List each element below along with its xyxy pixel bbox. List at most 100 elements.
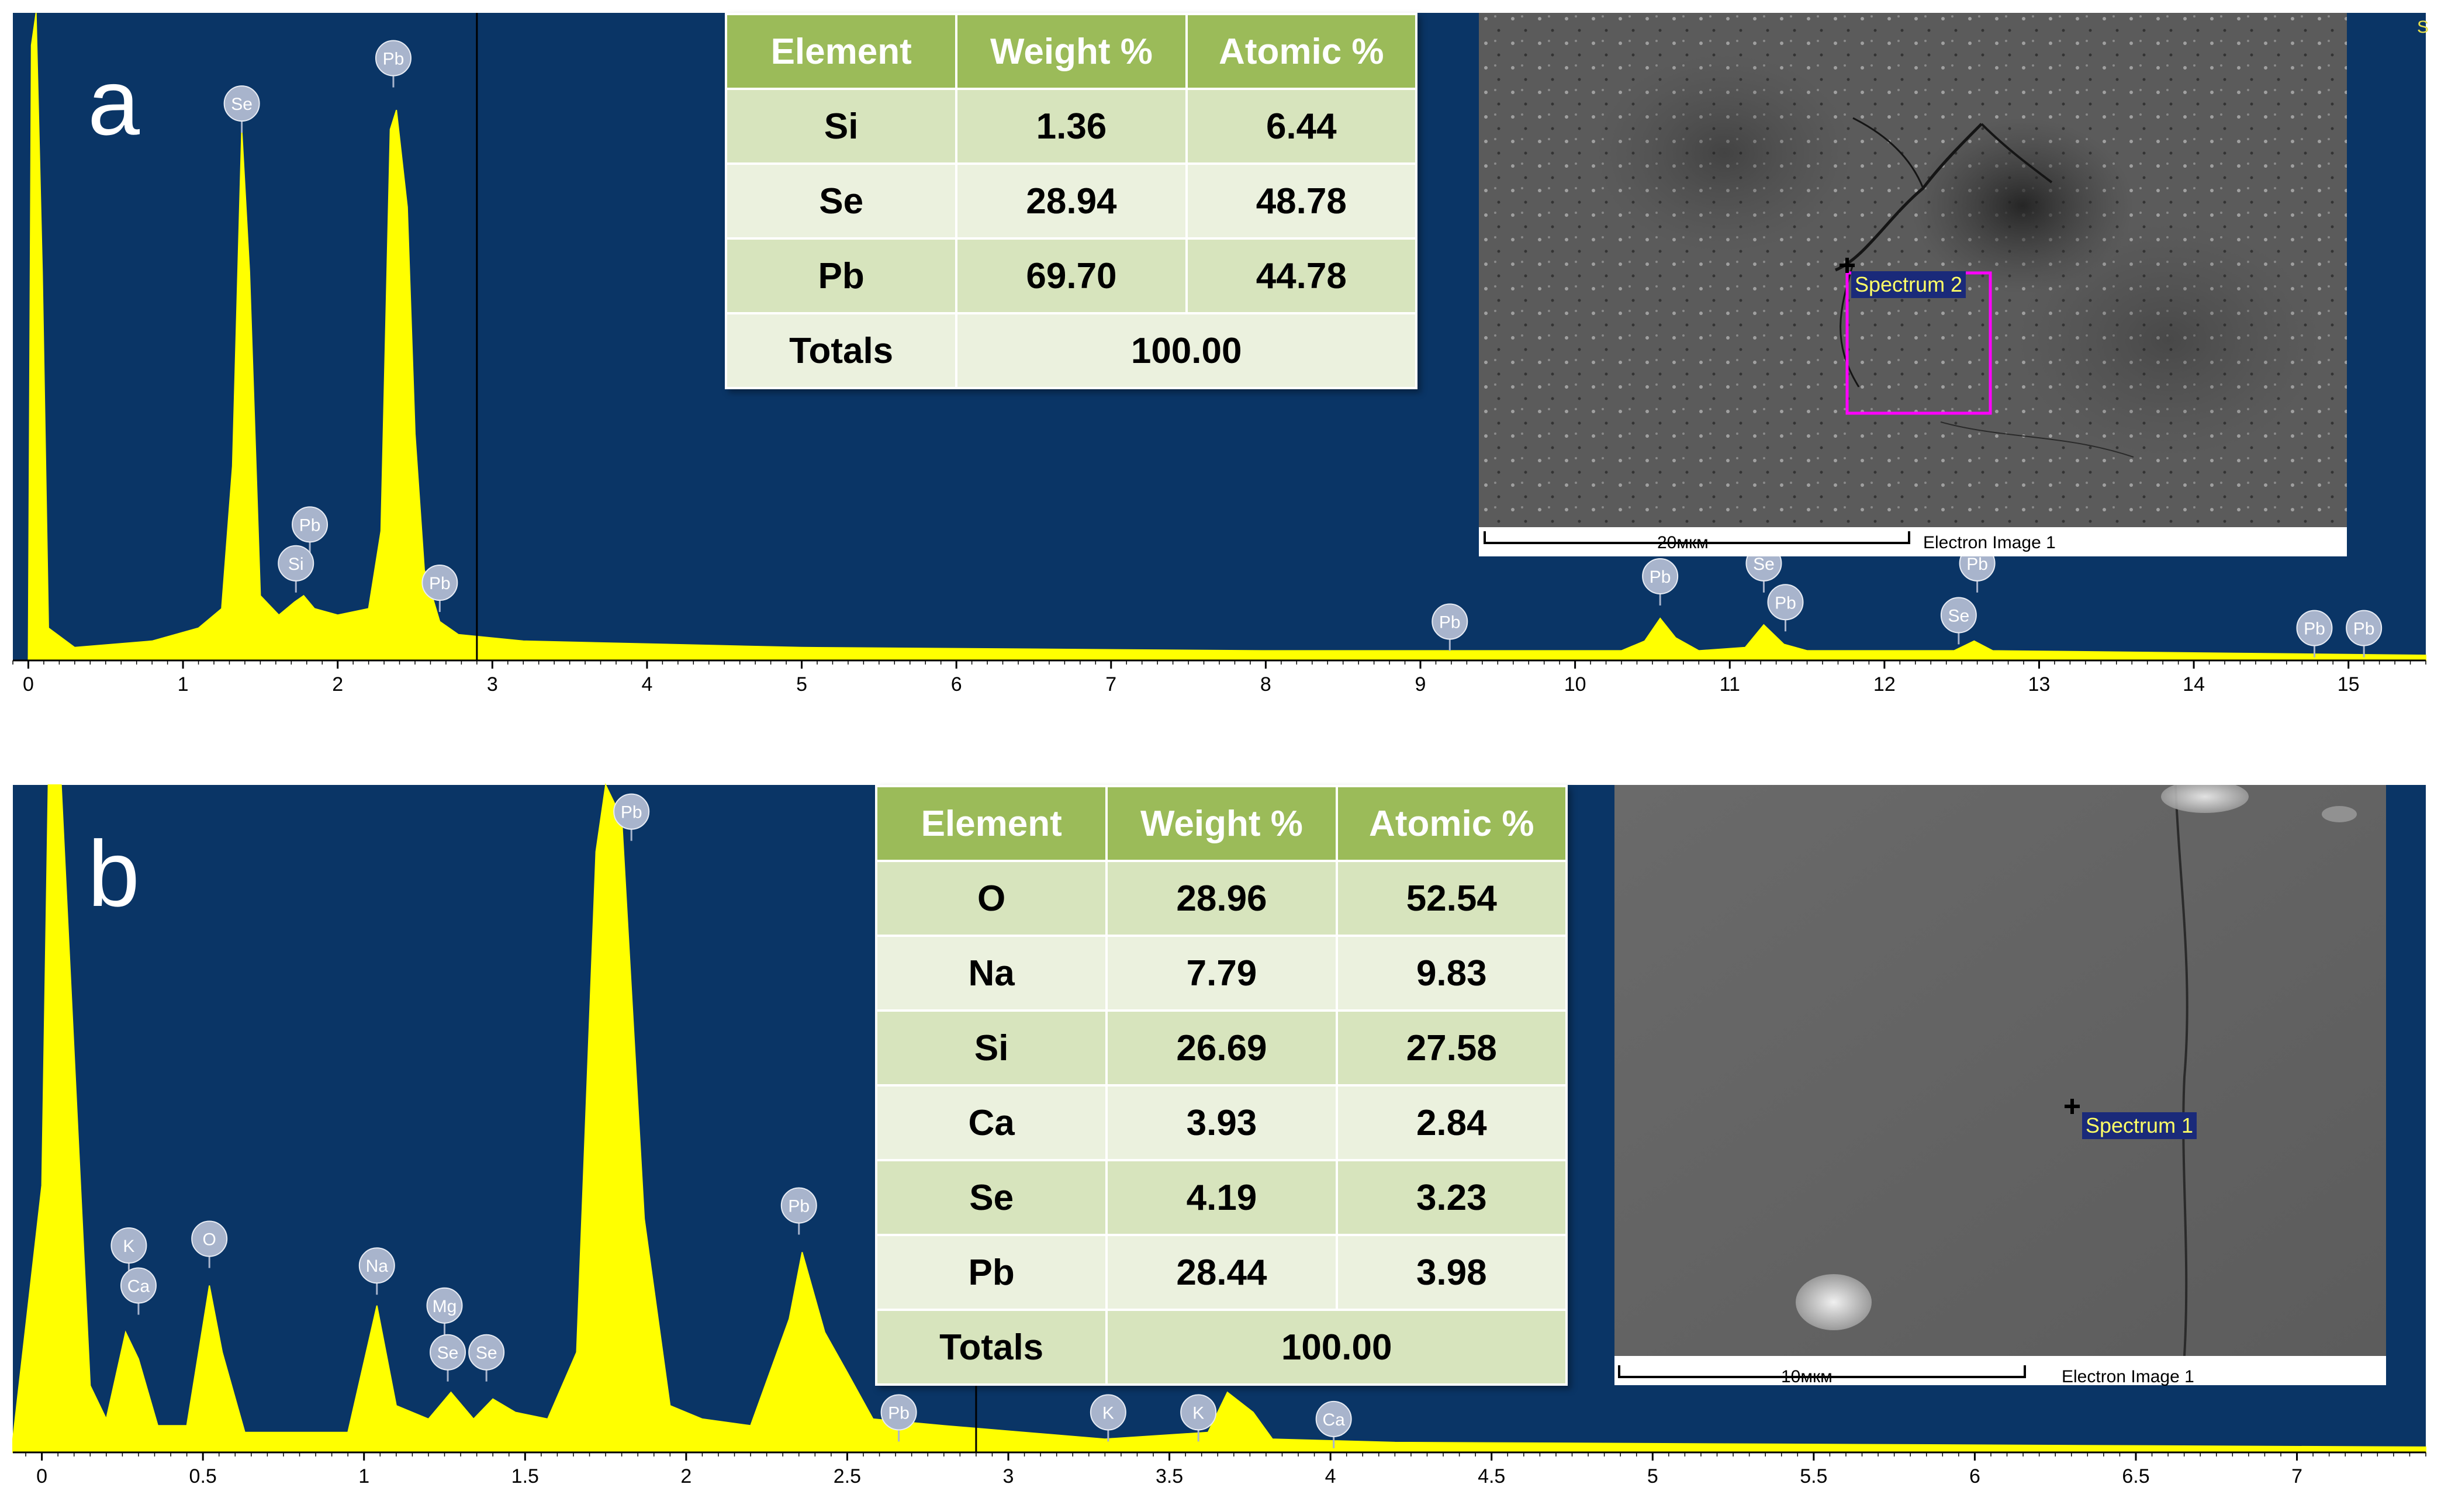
peak-label[interactable]: Pb	[292, 506, 329, 554]
peak-label[interactable]: Pb	[613, 793, 650, 841]
peak-label[interactable]: K	[1180, 1394, 1217, 1442]
table-cell: 48.78	[1185, 162, 1418, 240]
peak-label-badge	[1090, 1394, 1126, 1431]
x-tick-label: 1	[358, 1465, 369, 1487]
peak-label-text: O	[203, 1230, 216, 1250]
peak-label[interactable]: Ca	[120, 1267, 157, 1315]
peak-label[interactable]: Se	[223, 85, 260, 133]
sem-texture-a	[1479, 13, 2347, 527]
peak-label[interactable]: Se	[430, 1334, 466, 1382]
table-cell: 27.58	[1335, 1009, 1568, 1087]
table-cell: 2.84	[1335, 1084, 1568, 1161]
x-tick-label: 3	[487, 673, 498, 696]
peak-label-badge	[1767, 584, 1804, 621]
peak-label-text: Pb	[429, 574, 451, 593]
peak-label-badge	[110, 1227, 147, 1264]
peak-label-text: Se	[437, 1344, 459, 1363]
x-tick-label: 1.5	[511, 1465, 539, 1487]
x-tick-label: 2.5	[834, 1465, 861, 1487]
peak-label[interactable]: Se	[1940, 597, 1977, 645]
peak-label-badge	[358, 1247, 395, 1284]
table-cell: 3.23	[1335, 1159, 1568, 1236]
peak-label[interactable]: Pb	[1432, 603, 1468, 651]
table-cell: 28.96	[1105, 860, 1338, 937]
peak-label-badge	[613, 793, 650, 830]
x-tick-label: 7	[2291, 1465, 2302, 1487]
electron-image-a: Spectrum 2 20мкм Electron Image 1	[1479, 13, 2347, 556]
x-tick-label: 3	[1003, 1465, 1014, 1487]
peak-label-badge	[1940, 597, 1977, 634]
peak-label[interactable]: Si	[278, 545, 314, 593]
x-tick-label: 4.5	[1478, 1465, 1505, 1487]
table-cell: O	[874, 860, 1108, 937]
table-cell: 7.79	[1105, 935, 1338, 1012]
peak-label-text: Pb	[1775, 593, 1796, 613]
peak-label-badge	[880, 1394, 917, 1431]
panel-label-a: a	[88, 50, 140, 154]
peak-label-text: Ca	[1322, 1410, 1345, 1430]
peak-label[interactable]: Pb	[1767, 584, 1804, 632]
corner-mark: S	[2417, 18, 2429, 37]
spectrum-crosshair-icon	[2065, 1099, 2080, 1114]
peak-label[interactable]: K	[1090, 1394, 1126, 1442]
x-tick-label: 10	[1564, 673, 1586, 696]
table-cell: Si	[874, 1009, 1108, 1087]
table-cell: Pb	[874, 1234, 1108, 1311]
header-atomic: Atomic %	[1335, 785, 1568, 862]
header-element: Element	[874, 785, 1108, 862]
peak-label-badge	[292, 506, 329, 543]
peak-label-text: Pb	[788, 1196, 810, 1216]
peak-label-text: Ca	[127, 1277, 150, 1296]
peak-label[interactable]: Pb	[780, 1187, 817, 1235]
x-tick-label: 3.5	[1156, 1465, 1183, 1487]
header-atomic: Atomic %	[1185, 13, 1418, 90]
peak-label-text: Pb	[1966, 555, 1988, 574]
totals-label: Totals	[874, 1309, 1108, 1386]
peak-label[interactable]: Pb	[880, 1394, 917, 1442]
electron-image-b: Spectrum 1 10мкм Electron Image 1	[1614, 785, 2386, 1386]
peak-label[interactable]: Ca	[1315, 1400, 1352, 1448]
peak-label-badge	[1180, 1394, 1217, 1431]
peak-label-text: Se	[1753, 555, 1775, 574]
x-tick-label: 5	[796, 673, 807, 696]
peak-label[interactable]: Na	[358, 1247, 395, 1295]
peak-label[interactable]: Pb	[1642, 558, 1679, 606]
header-weight: Weight %	[955, 13, 1188, 90]
scale-text-b: 10мкм	[1781, 1367, 1833, 1386]
totals-value: 100.00	[955, 312, 1417, 389]
peak-label-badge	[120, 1267, 157, 1304]
peak-label-text: Si	[288, 555, 304, 574]
peak-label[interactable]: Pb	[375, 40, 412, 88]
x-tick-label: 13	[2028, 673, 2051, 696]
panel-a: 0 1 2 3 4 5 6 7 8 9 10 11 12 13 14 15 Se Pb Pb Si Pb Pb Pb Se Pb…	[0, 0, 2441, 719]
table-cell: Se	[724, 162, 958, 240]
spectrum-crosshair-icon	[1840, 258, 1855, 273]
peak-label-text: Se	[1948, 606, 1970, 625]
table-cell: Se	[874, 1159, 1108, 1236]
x-tick-label: 1	[178, 673, 189, 696]
table-cell: 52.54	[1335, 860, 1568, 937]
peak-label-badge	[375, 40, 412, 77]
peak-label-badge	[278, 545, 314, 582]
peak-label[interactable]: O	[191, 1220, 228, 1268]
x-tick-label: 4	[1325, 1465, 1336, 1487]
peak-label-badge	[223, 85, 260, 122]
table-cell: 69.70	[955, 237, 1188, 314]
peak-label[interactable]: Pb	[421, 565, 458, 613]
peak-label-text: Pb	[2304, 620, 2325, 639]
table-cell: 44.78	[1185, 237, 1418, 314]
peak-label[interactable]: Pb	[2296, 610, 2333, 658]
peak-label-badge	[780, 1187, 817, 1224]
x-tick-label: 9	[1415, 673, 1426, 696]
x-tick-label: 5	[1647, 1465, 1658, 1487]
peak-label[interactable]: K	[110, 1227, 147, 1275]
peak-label-badge	[1642, 558, 1679, 594]
spectrum-label-a: Spectrum 2	[1851, 271, 1966, 298]
x-tick-label: 2	[332, 673, 343, 696]
peak-label[interactable]: Pb	[2346, 610, 2383, 658]
x-tick-label: 0.5	[189, 1465, 217, 1487]
peak-label[interactable]: Mg	[426, 1287, 463, 1335]
peak-label[interactable]: Se	[468, 1334, 505, 1382]
x-tick-label: 0	[23, 673, 34, 696]
peak-label-text: Mg	[433, 1297, 457, 1316]
